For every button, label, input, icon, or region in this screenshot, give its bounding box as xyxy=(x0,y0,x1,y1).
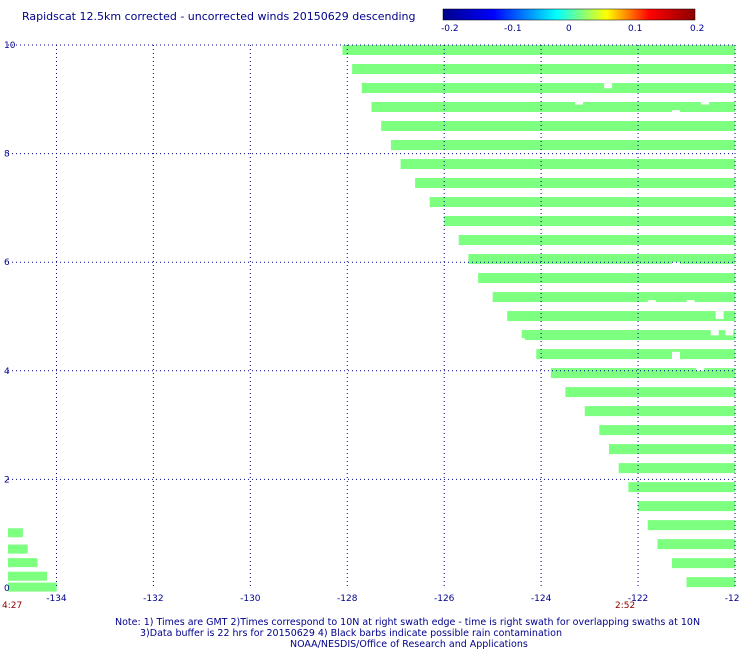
x-tick-label: -134 xyxy=(46,594,67,604)
swath-cell xyxy=(671,558,735,569)
x-tick-label: -120 xyxy=(725,594,740,604)
y-tick-label: 10 xyxy=(4,41,16,51)
y-tick-label: 4 xyxy=(4,367,10,377)
swath-cell xyxy=(371,102,735,113)
missing-cell xyxy=(671,351,680,360)
swath-cell xyxy=(628,482,735,493)
missing-cell xyxy=(671,262,680,271)
colorbar-tick: 0.2 xyxy=(690,24,704,34)
swath-cell xyxy=(618,463,735,474)
missing-cell xyxy=(575,96,584,105)
swath-cell xyxy=(415,178,735,189)
swath-cell xyxy=(8,571,48,581)
missing-cell xyxy=(604,80,613,89)
swath-cell xyxy=(584,406,735,417)
colorbar-gradient xyxy=(442,8,696,21)
chart-title: Rapidscat 12.5km corrected - uncorrected… xyxy=(22,10,415,23)
y-tick-label: 2 xyxy=(4,475,10,485)
swath-cell xyxy=(8,582,57,592)
x-tick-label: -126 xyxy=(434,594,455,604)
x-tick-label: -130 xyxy=(240,594,261,604)
swath-cell xyxy=(8,544,28,554)
swath-cell xyxy=(608,444,735,455)
colorbar-tick: -0.1 xyxy=(504,24,522,34)
missing-cell xyxy=(725,327,734,336)
swath-cell xyxy=(8,558,38,568)
swath-cell xyxy=(647,520,735,531)
missing-cell xyxy=(710,327,719,336)
swath-cell xyxy=(400,159,735,170)
colorbar-tick: -0.2 xyxy=(441,24,459,34)
swath-cell xyxy=(507,311,735,322)
swath-cell xyxy=(686,577,735,588)
swath-cell xyxy=(521,330,735,341)
missing-cell xyxy=(715,311,724,320)
footnote-line-3: NOAA/NESDIS/Office of Research and Appli… xyxy=(290,639,528,650)
colorbar-tick: 0 xyxy=(566,24,572,34)
y-tick-label: 8 xyxy=(4,150,10,160)
swath-cell xyxy=(638,501,735,512)
plot-area: -134 -132 -130 -128 -126 -124 -122 -120 0 2 4 6 8 10 xyxy=(4,41,740,604)
swath-cell xyxy=(352,64,735,75)
missing-cell xyxy=(492,316,501,325)
missing-cell xyxy=(671,110,680,119)
swath-cell xyxy=(361,83,735,94)
swath-cell xyxy=(342,45,735,55)
colorbar: -0.2 -0.1 0 0.1 0.2 xyxy=(441,8,704,34)
x-tick-label: -124 xyxy=(531,594,552,604)
x-tick-label: -132 xyxy=(143,594,163,604)
colorbar-tick: 0.1 xyxy=(628,24,642,34)
swath-cell xyxy=(429,197,735,208)
x-tick-label: -128 xyxy=(337,594,358,604)
missing-cell xyxy=(516,338,525,347)
missing-cell xyxy=(647,300,656,309)
missing-cell xyxy=(686,300,695,309)
swath-cell xyxy=(458,235,735,246)
time-label-right: 2:52 xyxy=(615,601,635,611)
missing-cell xyxy=(696,362,705,371)
swath-cell xyxy=(657,539,735,550)
missing-cell xyxy=(676,321,685,330)
swath-cell xyxy=(550,368,735,379)
swath-cell xyxy=(8,528,23,538)
swath-cell xyxy=(468,254,735,265)
y-tick-label: 0 xyxy=(4,584,10,594)
footnote-line-1: Note: 1) Times are GMT 2)Times correspon… xyxy=(115,617,700,628)
missing-cell xyxy=(701,96,710,105)
swath-cell xyxy=(599,425,735,436)
swath-cell xyxy=(492,292,735,303)
swath-cell xyxy=(478,273,735,284)
swath-cell xyxy=(536,349,735,360)
y-tick-label: 6 xyxy=(4,258,10,268)
time-label-left: 4:27 xyxy=(2,601,22,611)
x-tick-label: -122 xyxy=(628,594,648,604)
swath-cell xyxy=(390,140,735,151)
swath-cell xyxy=(444,216,735,227)
swath-cell xyxy=(565,387,735,398)
footnote-line-2: 3)Data buffer is 22 hrs for 20150629 4) … xyxy=(140,628,562,639)
swath-cell xyxy=(381,121,735,132)
